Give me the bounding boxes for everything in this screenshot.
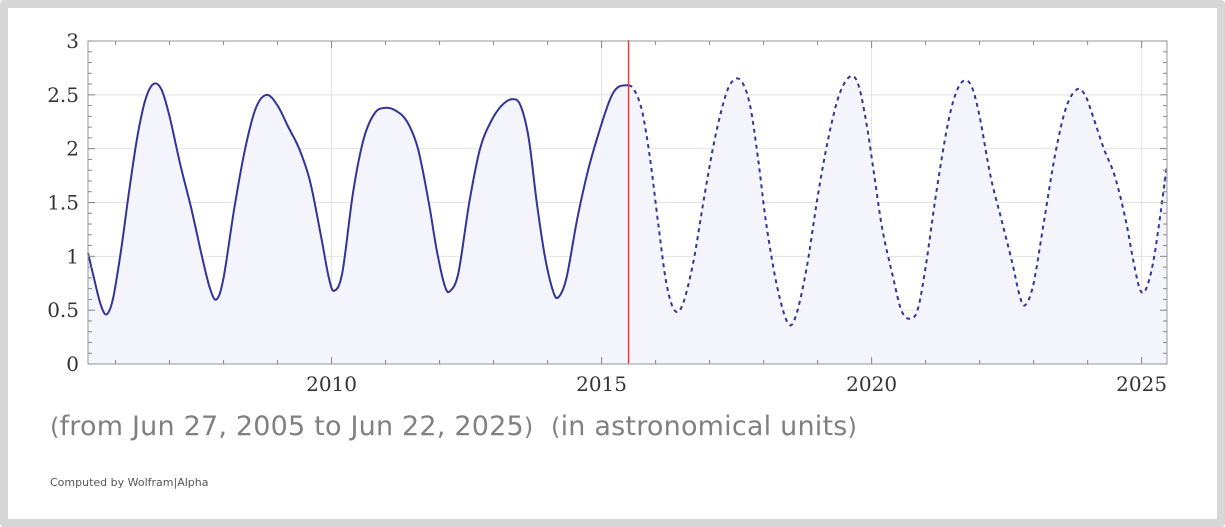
units-open-paren: ( bbox=[551, 413, 561, 441]
units-close-paren: ) bbox=[847, 413, 858, 441]
y-tick-label: 2.5 bbox=[47, 83, 79, 107]
x-tick-labels: 2010 2015 2020 2025 bbox=[306, 372, 1167, 396]
historical-distance-line bbox=[87, 82, 629, 316]
x-tick-label: 2015 bbox=[576, 372, 627, 396]
wolfram-credit: Computed by Wolfram|Alpha bbox=[50, 476, 209, 489]
y-tick-label: 2 bbox=[66, 137, 79, 161]
range-close-paren: ) bbox=[523, 413, 534, 441]
y-tick-label: 1.5 bbox=[47, 191, 79, 215]
y-tick-label: 1 bbox=[66, 244, 79, 268]
units-text: in astronomical units bbox=[560, 411, 848, 442]
x-tick-label: 2025 bbox=[1116, 372, 1167, 396]
range-open-paren: ( bbox=[50, 413, 60, 441]
range-caption: (from Jun 27, 2005 to Jun 22, 2025) (in … bbox=[50, 411, 857, 442]
y-tick-label: 0 bbox=[66, 352, 79, 376]
x-tick-label: 2020 bbox=[846, 372, 897, 396]
tick-marks bbox=[88, 40, 1167, 365]
y-tick-label: 3 bbox=[66, 29, 79, 53]
date-range-text: from Jun 27, 2005 to Jun 22, 2025 bbox=[59, 411, 524, 442]
area-under-curve bbox=[88, 76, 1167, 364]
y-tick-label: 0.5 bbox=[47, 298, 79, 322]
y-tick-labels: 0 0.5 1 1.5 2 2.5 3 bbox=[47, 29, 79, 376]
x-tick-label: 2010 bbox=[306, 372, 357, 396]
series-lines bbox=[87, 74, 1168, 327]
area-fill bbox=[88, 76, 1167, 364]
projected-distance-line bbox=[627, 74, 1168, 327]
